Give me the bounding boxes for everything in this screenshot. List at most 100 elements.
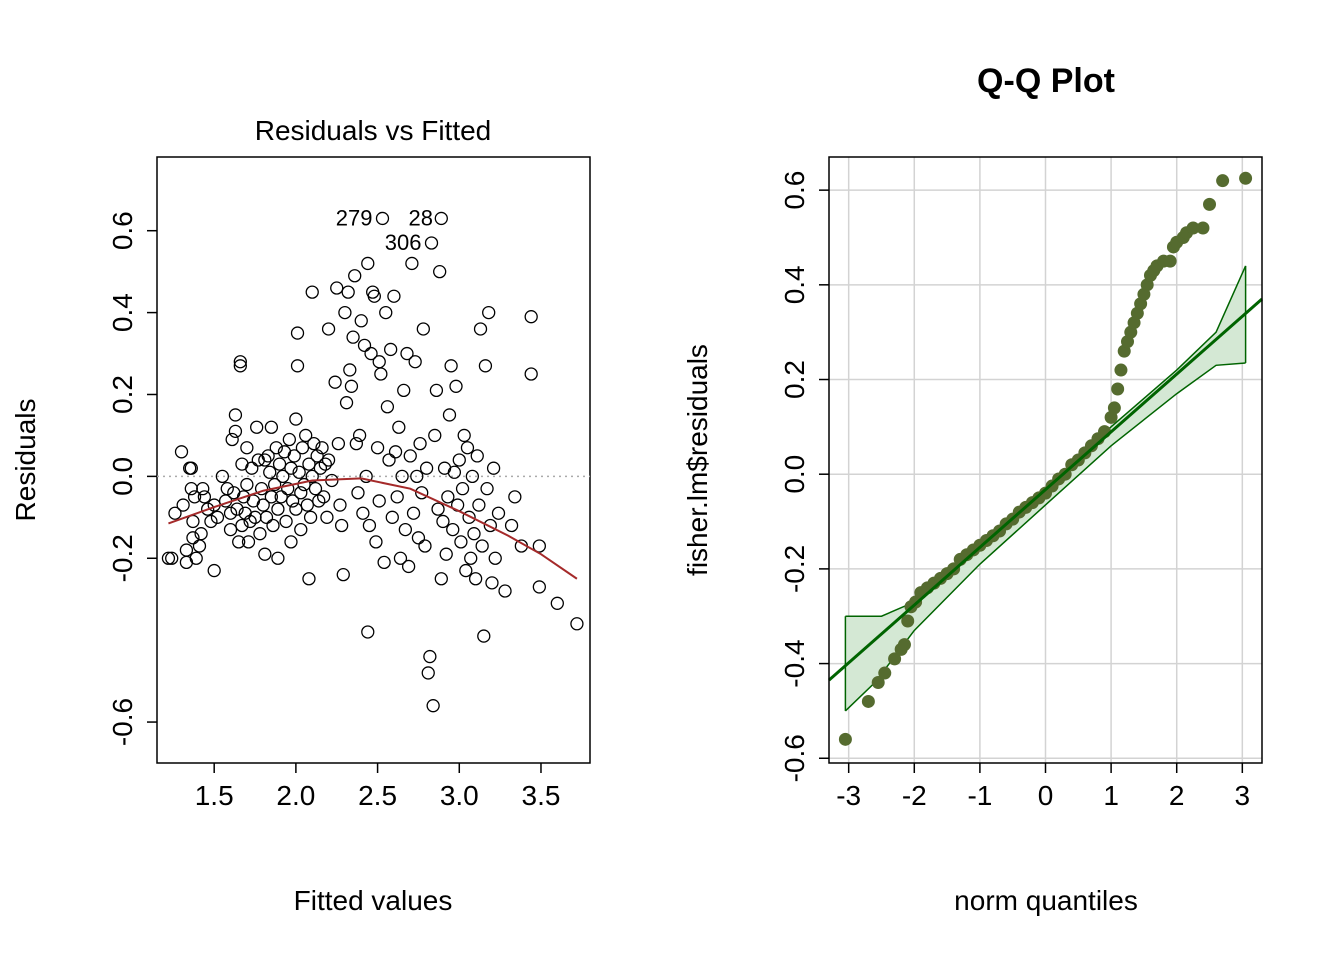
residual-point [370,441,385,455]
residual-point [245,461,259,475]
outlier-label: 306 [385,230,422,255]
qq-x-tick-label: -3 [836,780,861,811]
residual-point [331,436,346,451]
residual-point [279,514,293,529]
residual-point [444,359,458,373]
residual-point [388,445,403,459]
qq-point [1186,221,1200,235]
residual-point [352,428,367,443]
residual-point [387,289,401,303]
residual-point [187,490,202,504]
residual-point [434,572,448,586]
residual-point [397,383,411,398]
residual-point [447,465,462,479]
residuals-y-tick-label: 0.6 [107,211,138,250]
residual-point [299,428,313,443]
residual-point [341,285,355,299]
residual-point [390,490,404,504]
residual-point [570,617,584,631]
qq-point [888,652,902,666]
residual-point [338,305,352,320]
residual-point [165,551,179,565]
residual-point [267,477,282,492]
reference-line [828,297,1263,682]
residual-point [215,469,230,484]
residual-point [294,486,308,500]
residual-point [401,559,416,574]
residual-point [452,453,466,467]
residual-point [305,285,319,299]
residuals-x-tick-label: 2.0 [276,780,315,811]
residual-point [223,522,238,537]
residual-point [320,510,334,524]
residual-point [460,441,475,455]
residual-point [446,522,460,537]
outlier-label: 279 [336,205,373,230]
residual-point [223,506,238,520]
residual-point [271,502,285,516]
qq-plot-title: Q-Q Plot [977,62,1115,100]
residual-point [524,310,538,324]
qq-x-tick-label: 1 [1103,780,1119,811]
residual-point [498,584,512,598]
residual-point [201,502,215,516]
residual-point [176,498,190,512]
residual-point [266,518,280,533]
residual-point [336,567,350,582]
qq-x-tick-label: 0 [1038,780,1054,811]
residual-point [241,535,256,549]
residual-point [240,441,254,455]
residual-point [411,531,426,545]
residual-point [380,400,395,414]
residual-point [256,498,270,512]
residual-point [339,396,354,410]
residual-point [254,482,269,496]
residual-point [196,482,210,496]
residual-point [392,420,406,434]
residual-point [428,428,442,443]
residual-point [385,510,399,524]
residual-point [475,539,489,553]
residuals-x-tick-label: 3.0 [440,780,479,811]
qq-y-tick-label: 0.6 [779,171,810,210]
residual-point [424,236,439,250]
residual-point [258,453,272,467]
residual-point [488,551,502,565]
residual-point [478,359,493,373]
residual-point [308,482,323,496]
residual-point [174,445,189,459]
residual-point [230,502,244,516]
residual-point [483,518,497,533]
residual-point [272,457,287,471]
residual-point [436,514,450,529]
residual-point [343,363,357,377]
qq-x-tick-label: -2 [902,780,927,811]
residual-point [161,551,176,565]
residual-point [312,494,326,508]
residual-point [398,522,413,537]
residual-point [524,367,538,381]
residual-point [441,490,455,504]
residual-point [250,420,264,434]
residual-point [302,457,316,471]
residual-point [184,461,198,475]
residual-point [303,510,318,524]
residual-point [415,486,429,500]
residuals-y-tick-label: 0.0 [107,457,138,496]
residual-point [416,322,430,336]
residuals-plot-title: Residuals vs Fitted [255,115,492,146]
residual-point [243,514,257,529]
qq-y-tick-label: 0.2 [779,360,810,399]
residual-point [264,420,279,434]
residual-point [508,490,522,504]
residual-point [426,699,440,713]
residual-point [459,563,473,578]
residual-point [258,547,272,561]
residual-point [289,412,303,426]
qq-y-tick-label: 0.4 [779,265,810,304]
residual-point [240,477,254,492]
residual-point [455,482,470,496]
residuals-y-tick-label: -0.2 [107,534,138,582]
residual-point [372,494,386,508]
